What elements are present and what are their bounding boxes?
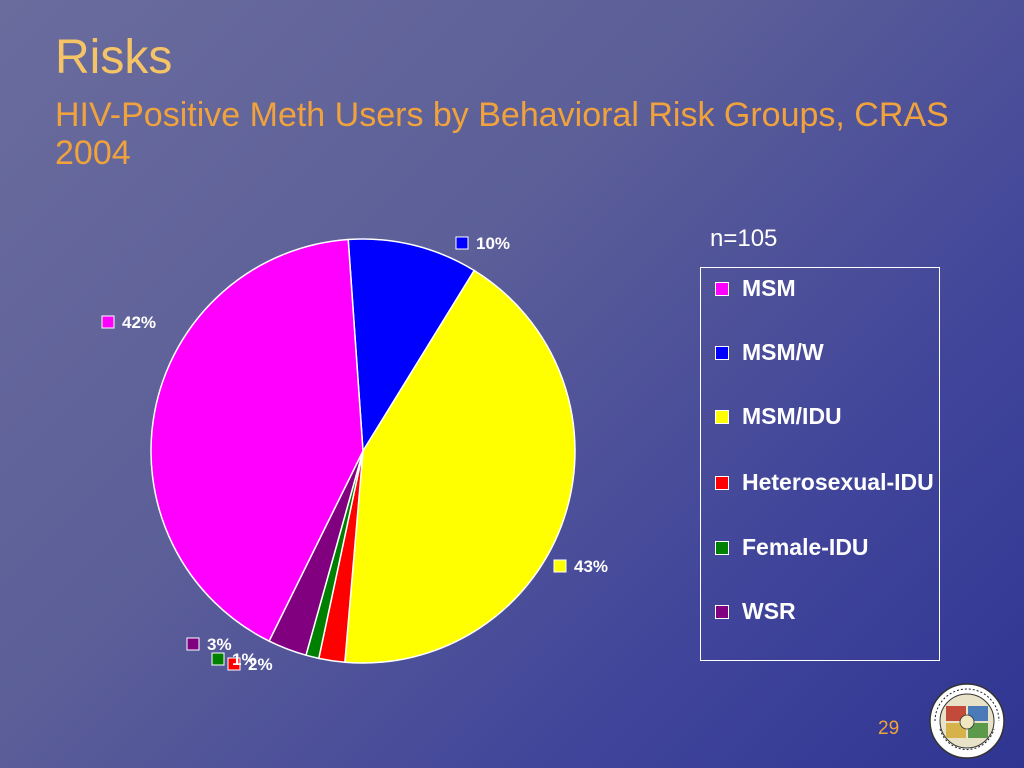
data-label-wsr: 3% <box>207 635 232 654</box>
data-label-msm-idu: 43% <box>574 557 608 576</box>
data-label-swatch-wsr <box>186 637 200 651</box>
data-label-swatch-heterosexual-idu <box>227 657 241 671</box>
legend-label-wsr: WSR <box>742 598 796 624</box>
pie-slice-msm <box>150 238 364 643</box>
legend-swatch-msm-w <box>715 346 729 360</box>
chart-legend: MSM MSM/W MSM/IDU Heterosexual-IDU Femal… <box>700 267 940 661</box>
data-label-swatch-female-idu <box>211 652 225 666</box>
legend-entry-wsr: WSR <box>715 596 935 626</box>
data-label-msm-w: 10% <box>476 234 510 253</box>
legend-entry-msm-w: MSM/W <box>715 337 935 367</box>
legend-swatch-female-idu <box>715 541 729 555</box>
data-label-msm: 42% <box>122 313 156 332</box>
slide-title: Risks <box>55 31 173 84</box>
legend-entry-msm-idu: MSM/IDU <box>715 401 935 431</box>
legend-entry-msm: MSM <box>715 273 935 303</box>
slide-subtitle: HIV-Positive Meth Users by Behavioral Ri… <box>55 96 949 172</box>
data-label-swatch-msm-idu <box>553 559 567 573</box>
data-label-swatch-msm-w <box>455 236 469 250</box>
legend-label-msm-idu: MSM/IDU <box>742 403 842 429</box>
sample-size-label: n=105 <box>710 225 778 252</box>
page-number: 29 <box>878 718 900 739</box>
legend-swatch-msm-idu <box>715 410 729 424</box>
legend-entry-heterosexual-idu: Heterosexual-IDU <box>715 467 935 497</box>
legend-label-msm: MSM <box>742 275 796 301</box>
legend-label-msm-w: MSM/W <box>742 339 824 365</box>
data-label-heterosexual-idu: 2% <box>248 655 273 674</box>
county-seal-logo <box>929 683 1005 759</box>
data-label-female-idu: 1% <box>232 650 257 669</box>
legend-entry-female-idu: Female-IDU <box>715 532 935 562</box>
legend-swatch-msm <box>715 282 729 296</box>
legend-label-heterosexual-idu: Heterosexual-IDU <box>742 469 934 495</box>
legend-label-female-idu: Female-IDU <box>742 534 869 560</box>
pie-slice-msm-idu <box>344 269 576 664</box>
pie-slice-msm-w <box>347 238 476 454</box>
data-label-swatch-msm <box>101 315 115 329</box>
legend-swatch-wsr <box>715 605 729 619</box>
legend-swatch-heterosexual-idu <box>715 476 729 490</box>
